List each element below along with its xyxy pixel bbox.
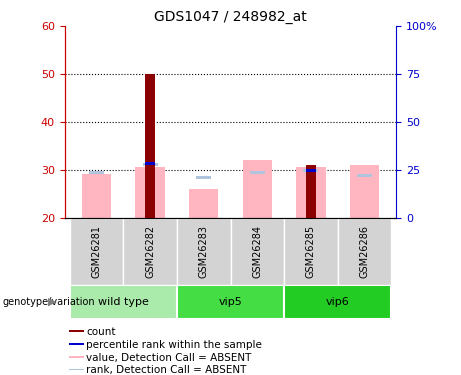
Bar — [69, 330, 84, 332]
Bar — [230, 217, 284, 285]
Bar — [136, 167, 165, 217]
Text: GSM26282: GSM26282 — [145, 225, 155, 278]
Bar — [124, 217, 177, 285]
Text: GSM26281: GSM26281 — [92, 225, 102, 278]
Text: count: count — [86, 327, 116, 338]
Text: value, Detection Call = ABSENT: value, Detection Call = ABSENT — [86, 353, 252, 363]
Text: GSM26286: GSM26286 — [359, 225, 369, 278]
Bar — [296, 167, 325, 217]
Text: GSM26285: GSM26285 — [306, 225, 316, 278]
Bar — [284, 217, 337, 285]
Text: percentile rank within the sample: percentile rank within the sample — [86, 340, 262, 350]
Bar — [82, 174, 112, 217]
Bar — [145, 74, 155, 217]
Bar — [349, 165, 379, 218]
Text: genotype/variation: genotype/variation — [2, 297, 95, 307]
Bar — [306, 169, 316, 172]
Bar — [337, 217, 391, 285]
Title: GDS1047 / 248982_at: GDS1047 / 248982_at — [154, 10, 307, 24]
Text: GSM26283: GSM26283 — [199, 225, 209, 278]
Bar — [242, 160, 272, 218]
Bar — [284, 285, 391, 319]
Text: vip5: vip5 — [219, 297, 242, 307]
Bar — [70, 217, 124, 285]
Text: rank, Detection Call = ABSENT: rank, Detection Call = ABSENT — [86, 365, 247, 375]
Text: ▶: ▶ — [48, 297, 57, 307]
Bar — [143, 162, 158, 166]
Bar — [177, 285, 284, 319]
Bar — [250, 171, 265, 174]
Bar — [145, 162, 155, 165]
Text: wild type: wild type — [98, 297, 149, 307]
Text: GSM26284: GSM26284 — [252, 225, 262, 278]
Bar — [69, 369, 84, 370]
Bar — [89, 171, 104, 174]
Text: vip6: vip6 — [325, 297, 349, 307]
Bar — [69, 343, 84, 345]
Bar — [306, 165, 316, 218]
Bar — [189, 189, 219, 217]
Bar — [70, 285, 177, 319]
Bar — [69, 356, 84, 358]
Bar — [177, 217, 230, 285]
Bar — [357, 174, 372, 177]
Bar — [303, 169, 318, 172]
Bar — [196, 176, 211, 179]
